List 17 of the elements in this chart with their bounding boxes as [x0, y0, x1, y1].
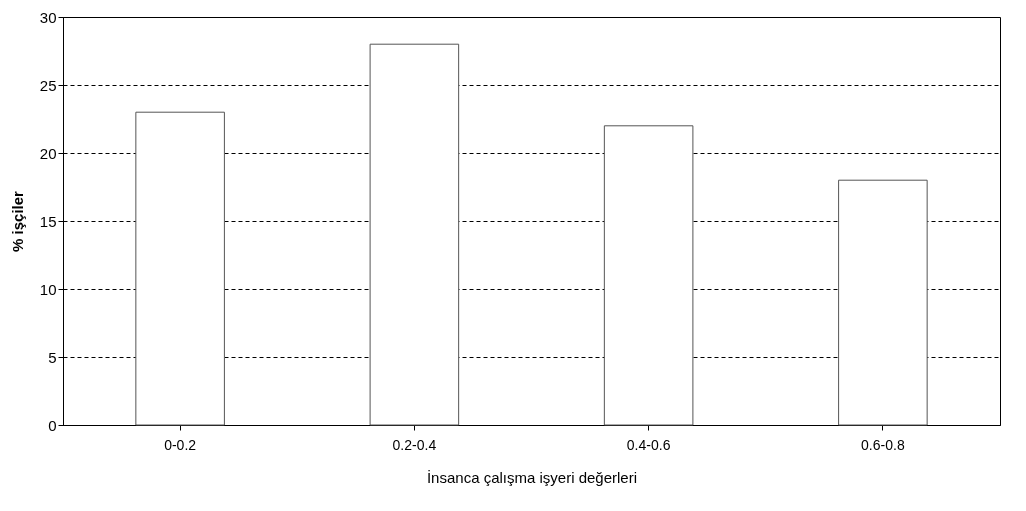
y-tick-label: 5 [48, 348, 57, 366]
y-tick-label: 0 [48, 416, 57, 434]
y-axis-title: % işçiler [8, 190, 26, 252]
y-tick-label: 30 [39, 8, 57, 26]
bar [369, 43, 460, 426]
x-tick-label: 0.2-0.4 [392, 436, 437, 453]
y-tick-label: 25 [39, 76, 57, 94]
y-tick-label: 10 [39, 280, 57, 298]
bar [603, 125, 694, 426]
bar [838, 179, 928, 426]
x-tick-label: 0.4-0.6 [626, 436, 671, 453]
x-tick-label: 0.6-0.8 [861, 436, 905, 453]
y-tick-label: 20 [39, 144, 57, 162]
y-tick-label: 15 [39, 212, 57, 230]
bar [135, 111, 225, 426]
x-tick-label: 0-0.2 [164, 436, 197, 453]
x-axis-title: İnsanca çalışma işyeri değerleri [426, 468, 638, 486]
